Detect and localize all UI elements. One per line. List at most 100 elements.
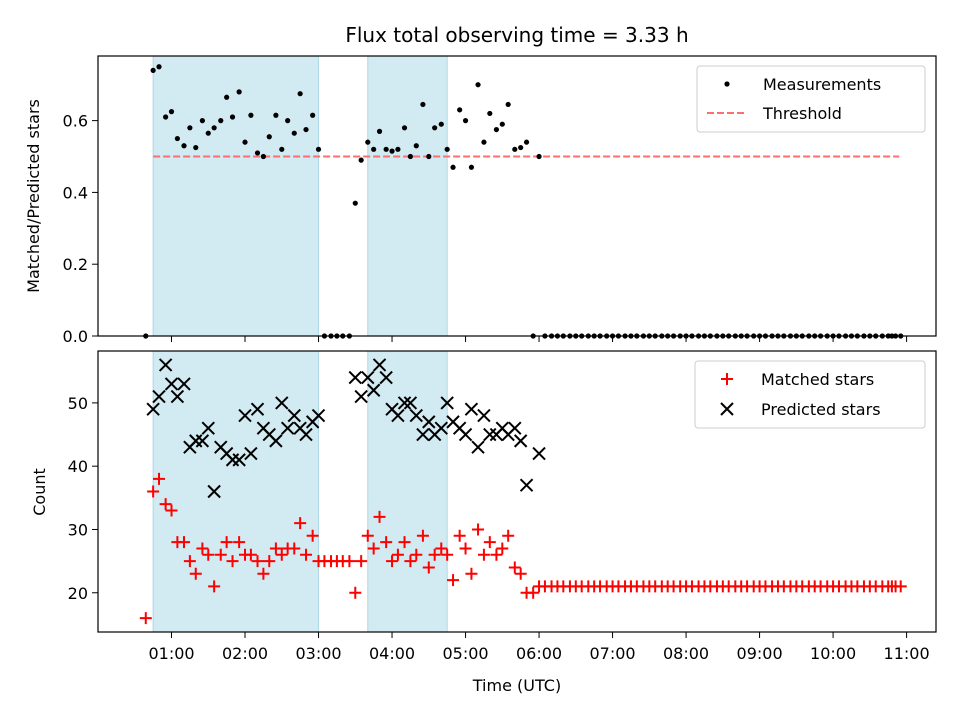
predicted-point — [250, 402, 265, 416]
matched-point — [189, 567, 202, 580]
bottom-x-ticks: 01:00 02:00 03:00 04:00 05:00 06:00 07:00 08:00… — [148, 632, 930, 663]
matched-point — [441, 548, 454, 561]
measurement-point — [266, 134, 272, 140]
matched-point — [361, 529, 374, 542]
top-axes-frame — [97, 55, 937, 337]
matched-point — [496, 542, 509, 555]
measurement-point — [444, 146, 450, 152]
top-legend: Measurements Threshold — [696, 65, 926, 133]
matched-point — [159, 498, 172, 511]
matched-point — [416, 529, 429, 542]
x-tick-label: 03:00 — [295, 644, 341, 663]
measurement-point — [438, 121, 444, 127]
measurement-point — [432, 125, 438, 131]
matched-point — [459, 542, 472, 555]
measurement-point — [156, 64, 162, 70]
matched-point — [894, 580, 907, 593]
top-legend-box — [696, 65, 926, 133]
matched-point — [214, 548, 227, 561]
matched-point — [306, 529, 319, 542]
measurement-point — [193, 144, 199, 151]
measurement-point — [462, 118, 469, 124]
top-spans-layer — [152, 55, 448, 337]
predicted-point — [391, 408, 405, 423]
matched-point — [490, 548, 503, 561]
matched-point — [183, 555, 196, 568]
predicted-point — [354, 389, 368, 404]
measurement-point — [401, 125, 408, 131]
predicted-point — [379, 370, 393, 385]
matched-point — [428, 548, 441, 561]
measurement-point — [236, 89, 242, 95]
measurement-point — [365, 139, 371, 145]
x-axis-label: Time (UTC) — [472, 676, 561, 695]
measurement-point — [413, 143, 419, 149]
matched-point — [447, 574, 460, 587]
top-y-tick-label: 0.2 — [63, 255, 88, 274]
predicted-point — [177, 377, 191, 391]
matched-point — [386, 555, 399, 568]
measurement-point — [352, 200, 358, 206]
matched-point — [453, 529, 466, 542]
top-y-tick-label: 0.6 — [63, 112, 88, 131]
measurement-point — [523, 139, 530, 145]
measurement-point — [395, 146, 401, 152]
measurement-point — [205, 130, 211, 136]
legend-measurements-label: Measurements — [763, 75, 881, 94]
measurement-point — [376, 128, 383, 134]
measurement-point — [468, 164, 475, 170]
predicted-point — [440, 396, 454, 410]
measurement-point — [457, 107, 463, 113]
measurement-point — [371, 146, 377, 152]
predicted-point — [361, 370, 375, 385]
predicted-point — [152, 389, 166, 404]
measurement-point — [218, 118, 224, 124]
matched-point — [398, 536, 411, 549]
measurement-point — [518, 144, 524, 151]
measurement-point — [512, 146, 518, 152]
measurement-point — [199, 118, 205, 124]
matched-point — [147, 485, 160, 498]
measurement-point — [450, 164, 456, 170]
x-tick-label: 05:00 — [442, 644, 488, 663]
matched-point — [226, 555, 239, 568]
matched-point — [355, 555, 368, 568]
matched-point — [220, 536, 233, 549]
top-x-ticks — [171, 336, 908, 342]
bottom-observing-span-1 — [152, 350, 320, 633]
measurement-point — [168, 109, 175, 115]
legend-measurements-marker — [724, 81, 730, 87]
predicted-point — [232, 453, 246, 467]
measurement-point — [242, 139, 248, 145]
predicted-point — [164, 377, 179, 391]
matched-point — [196, 542, 209, 555]
x-tick-label: 08:00 — [663, 644, 709, 663]
legend-threshold-label: Threshold — [762, 104, 842, 123]
matched-point — [269, 542, 282, 555]
bottom-legend-box — [694, 360, 926, 429]
x-tick-label: 02:00 — [222, 644, 268, 663]
measurement-point — [475, 82, 481, 88]
matched-point — [502, 529, 515, 542]
matched-point — [300, 548, 313, 561]
matched-point — [373, 510, 386, 523]
matched-point — [275, 548, 288, 561]
matched-point — [380, 536, 393, 549]
measurement-point — [291, 130, 297, 136]
predicted-point — [532, 446, 546, 461]
predicted-point — [158, 358, 173, 372]
matched-point — [472, 523, 485, 536]
measurement-point — [487, 110, 493, 117]
top-y-tick-label: 0.4 — [63, 183, 88, 202]
top-observing-span-2 — [367, 55, 448, 337]
matched-point — [349, 586, 362, 599]
predicted-point — [366, 383, 381, 397]
bottom-y-axis-label: Count — [30, 468, 49, 516]
measurement-point — [303, 126, 309, 133]
measurement-point — [163, 114, 169, 120]
measurement-point — [248, 112, 254, 118]
measurement-point — [150, 67, 156, 73]
predicted-point — [403, 396, 418, 410]
top-y-tick-label: 0.0 — [63, 327, 88, 346]
